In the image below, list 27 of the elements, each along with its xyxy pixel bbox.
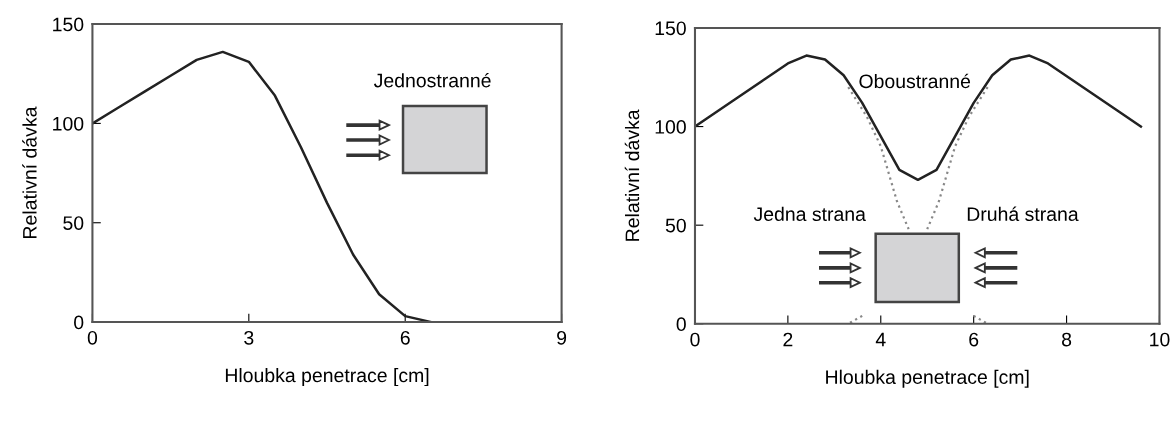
- y-tick-label: 150: [53, 17, 84, 32]
- x-tick-label: 9: [557, 330, 567, 345]
- line-series: [694, 54, 1143, 182]
- y-tick-label: 50: [665, 218, 686, 233]
- x-tick-label: 6: [400, 330, 410, 345]
- annotation: Druhá strana: [967, 206, 1079, 222]
- x-tick-label: 4: [875, 332, 886, 347]
- y-tick-label: 0: [676, 317, 686, 332]
- x-tick-label: 6: [969, 332, 979, 347]
- x-tick-label: 0: [87, 330, 98, 345]
- x-axis-title: Hloubka penetrace [cm]: [826, 369, 1029, 388]
- y-axis-title: Relativní dávka: [22, 106, 37, 238]
- annotation: Oboustranné: [859, 73, 971, 89]
- y-axis-title: Relativní dávka: [624, 109, 640, 241]
- y-tick-label: 150: [655, 21, 686, 36]
- x-tick-label: 0: [690, 332, 700, 347]
- x-tick-label: 8: [1062, 332, 1072, 347]
- y-tick-label: 50: [63, 216, 84, 230]
- x-tick-label: 3: [244, 330, 254, 345]
- x-tick-label: 2: [783, 332, 793, 347]
- x-tick-label: 10: [1150, 332, 1170, 347]
- annotation: Jedna strana: [753, 206, 866, 222]
- y-tick-label: 100: [655, 120, 686, 134]
- annotation: Jednostranné: [373, 72, 491, 88]
- y-tick-label: 0: [74, 315, 84, 330]
- y-tick-label: 100: [53, 116, 84, 131]
- x-axis-title: Hloubka penetrace [cm]: [225, 367, 429, 387]
